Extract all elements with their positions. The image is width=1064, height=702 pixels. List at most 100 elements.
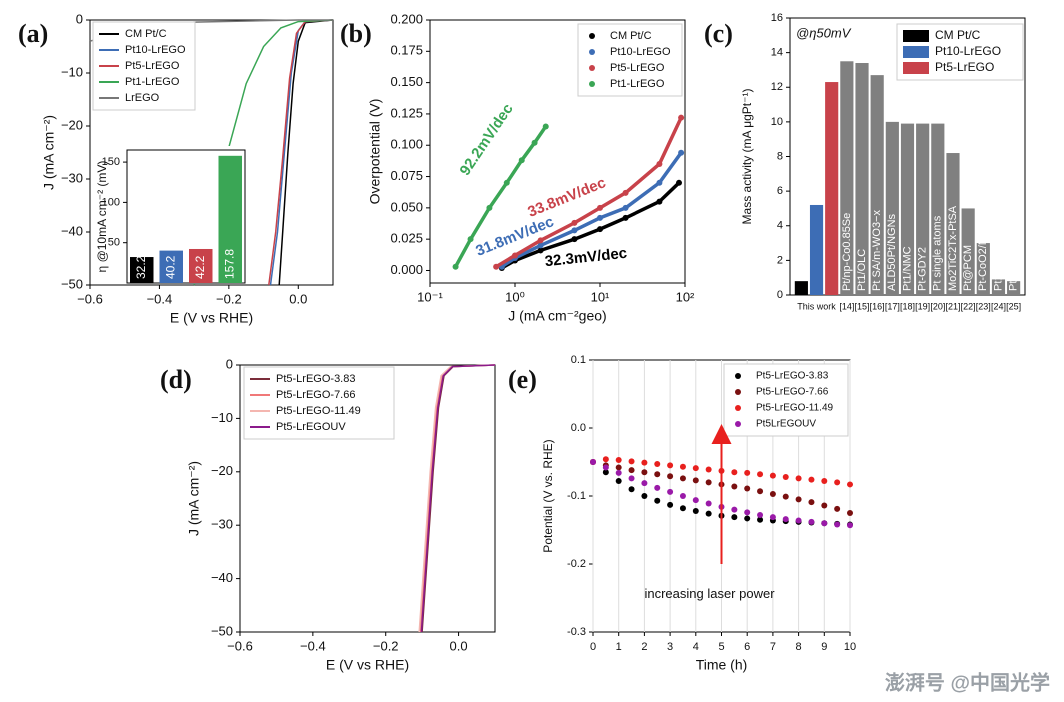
point: [628, 467, 635, 474]
bar-name-label: Pt-CoO2/MWCNTs: [977, 198, 989, 291]
point: [731, 469, 738, 476]
point: [808, 476, 815, 483]
y-axis-label: η @10mA cm⁻² (mV): [95, 161, 109, 273]
y-tick-label: 0.175: [390, 43, 423, 58]
point: [537, 247, 544, 254]
point: [654, 484, 661, 491]
point: [731, 506, 738, 513]
point: [641, 469, 648, 476]
x-tick-label: −0.4: [300, 638, 326, 653]
point: [679, 475, 686, 482]
x-tick-label: 10¹: [591, 289, 610, 304]
y-tick-label: 0.100: [390, 137, 423, 152]
point: [821, 520, 828, 527]
legend-label: Pt5-LrEGO-3.83: [276, 373, 355, 385]
legend-label: Pt5-LrEGO: [935, 60, 994, 74]
y-tick-label: -0.1: [567, 490, 586, 502]
point: [628, 486, 635, 493]
y-tick-label: 100: [102, 196, 120, 208]
x-tick-label: 8: [796, 641, 802, 653]
point: [531, 139, 538, 146]
point: [537, 242, 544, 249]
point: [705, 500, 712, 507]
point: [571, 227, 578, 234]
y-tick-label: 0: [76, 11, 83, 26]
x-tick-label: [25]: [1006, 301, 1021, 311]
point: [615, 464, 622, 471]
x-tick-label: 0.0: [450, 638, 468, 653]
point: [757, 516, 764, 523]
bar: [1007, 281, 1021, 295]
bar: [870, 75, 884, 295]
x-tick-label: 4: [693, 641, 699, 653]
trace: [500, 151, 683, 269]
x-tick-label: [21]: [945, 301, 960, 311]
x-tick-label: 0.0: [289, 291, 307, 306]
x-tick-label: 6: [744, 641, 750, 653]
bar: [991, 279, 1006, 295]
point: [795, 475, 802, 482]
point: [467, 236, 474, 243]
panel-label: (c): [704, 19, 733, 48]
x-tick-label: −0.4: [147, 291, 173, 306]
point: [744, 515, 751, 522]
point: [692, 497, 699, 504]
point: [705, 479, 712, 486]
panel-label: (b): [340, 19, 372, 48]
x-axis-label: J (mA cm⁻²geo): [508, 308, 606, 324]
point: [597, 226, 603, 233]
bar: [825, 82, 839, 296]
legend-label: Pt5-LrEGO: [125, 60, 180, 72]
point: [590, 459, 596, 465]
bar-value-label: 32.2: [134, 255, 148, 279]
legend-swatch: [589, 81, 595, 87]
y-tick-label: 14: [771, 47, 783, 59]
bar-name-label: ALD50Pt/NGNs: [886, 213, 898, 291]
point: [654, 497, 661, 504]
point: [452, 263, 459, 270]
y-tick-label: 0.0: [571, 422, 586, 434]
point: [615, 478, 622, 485]
y-tick-label: 0.050: [390, 199, 423, 214]
legend-swatch: [589, 65, 595, 71]
point: [542, 123, 549, 130]
bar-name-label: Pt single atoms: [932, 215, 944, 291]
point: [769, 514, 776, 521]
bar-name-label: Mo2TiC2Tx-PtSA: [947, 205, 959, 291]
panel-label: (e): [508, 365, 537, 394]
trace: [495, 116, 683, 269]
point: [518, 157, 525, 164]
curve: [420, 364, 496, 633]
point: [744, 485, 751, 492]
bar-name-label: Pt1@Fe-N-C: [992, 227, 1004, 291]
x-tick-label: [20]: [930, 301, 945, 311]
y-tick-label: −40: [61, 223, 83, 238]
point: [782, 516, 789, 523]
legend-label: Pt5-LrEGO-11.49: [276, 405, 361, 417]
legend-swatch: [735, 373, 741, 379]
point: [744, 509, 751, 516]
bar-value-label: 40.2: [163, 255, 177, 279]
bar: [900, 123, 915, 295]
y-tick-label: 0: [777, 289, 783, 301]
y-tick-label: 16: [771, 12, 783, 24]
x-tick-label: 10: [844, 641, 856, 653]
y-tick-label: 2: [777, 254, 783, 266]
bar-name-label: Pt/def-WO3@CFC: [1008, 200, 1020, 291]
legend-label: Pt5-LrEGO-11.49: [756, 403, 834, 414]
legend-swatch: [903, 30, 929, 42]
x-tick-label: [14]: [839, 301, 854, 311]
bar: [189, 248, 213, 283]
bar-value-label: 157.8: [222, 249, 236, 279]
x-tick-label: [15]: [855, 301, 870, 311]
bar: [809, 204, 824, 295]
x-tick-label: 3: [667, 641, 673, 653]
y-axis-label: Overpotential (V): [367, 99, 383, 205]
y-tick-label: −30: [61, 170, 83, 185]
point: [847, 510, 853, 516]
point: [731, 514, 738, 521]
y-tick-label: 0.000: [390, 262, 423, 277]
annotation: @η50mV: [796, 25, 852, 40]
bar-name-label: Pt-GDY2: [917, 247, 929, 291]
point: [731, 483, 738, 490]
